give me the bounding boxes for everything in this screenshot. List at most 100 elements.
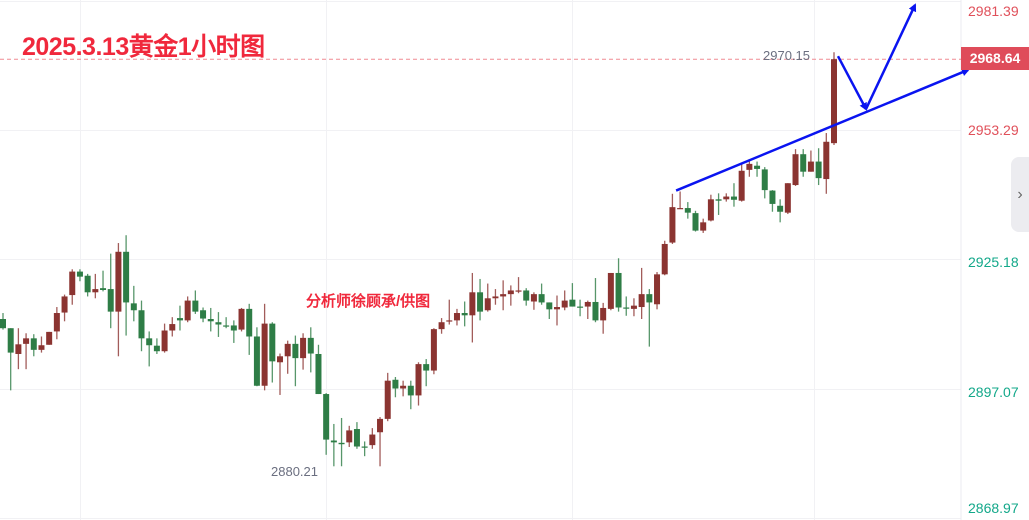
candle-body [277, 356, 283, 363]
candle-body [507, 290, 514, 295]
candle-body [461, 313, 468, 316]
candle-body [754, 165, 761, 169]
candle-body [23, 338, 30, 344]
candle-body [623, 307, 630, 309]
candle-down [569, 283, 576, 307]
candle-down [407, 380, 414, 410]
candle-down [192, 290, 199, 314]
candle-body [107, 289, 114, 312]
candle-body [138, 310, 145, 339]
candle-body [723, 196, 730, 200]
candle-body [238, 308, 245, 330]
candle-up [600, 302, 607, 334]
candle-body [307, 337, 314, 354]
candle-body [661, 243, 668, 275]
candle-body [130, 303, 137, 311]
candle-up [169, 317, 176, 337]
candle-up [484, 283, 491, 312]
candle-body [692, 213, 699, 231]
candle-body [469, 292, 476, 316]
candle-down [7, 328, 14, 391]
candle-body [253, 336, 260, 386]
candle-down [307, 327, 314, 373]
candle-up [284, 340, 291, 374]
collapse-panel-button[interactable]: › [1011, 157, 1029, 232]
candle-down [353, 422, 360, 449]
candle-body [746, 163, 753, 170]
candle-up [300, 333, 307, 370]
y-tick-label: 2868.97 [968, 500, 1019, 516]
trendline-arrow [675, 68, 970, 192]
candle-down [761, 167, 768, 199]
candle-body [76, 271, 83, 277]
candle-body [823, 141, 830, 180]
candle-up [46, 331, 53, 345]
candle-body [338, 442, 345, 445]
candle-body [384, 380, 391, 419]
candle-body [361, 446, 368, 448]
candle-up [638, 267, 645, 320]
candle-body [769, 190, 776, 204]
candle-body [38, 345, 45, 350]
candle-down [477, 278, 484, 321]
candle-up [515, 277, 522, 294]
candle-down [30, 334, 37, 357]
candle-body [184, 300, 191, 321]
candle-body [100, 288, 107, 290]
candle-up [654, 272, 661, 310]
candle-up [661, 240, 668, 276]
candle-up [607, 272, 614, 311]
candle-down [615, 258, 622, 312]
candle-up [561, 290, 568, 311]
candle-body [215, 322, 222, 325]
candle-up [438, 318, 445, 334]
candle-body [246, 308, 253, 337]
candle-down [323, 393, 330, 455]
candle-down [777, 199, 784, 223]
candle-down [623, 296, 630, 316]
candle-down [684, 202, 691, 219]
candle-body [546, 302, 553, 310]
candle-up [446, 299, 453, 325]
candle-up [23, 333, 30, 370]
candle-up [61, 294, 68, 322]
candle-up [15, 328, 22, 370]
candle-up [723, 193, 730, 202]
candle-up [823, 133, 830, 194]
candle-down [461, 301, 468, 327]
y-tick-label: 2897.07 [968, 384, 1019, 400]
candle-down [730, 183, 737, 207]
candle-up [161, 323, 168, 353]
candle-body [561, 300, 568, 308]
candle-up [453, 308, 460, 326]
candle-down [769, 190, 776, 212]
candle-body [153, 345, 160, 352]
candle-down [84, 273, 91, 297]
candle-body [438, 322, 445, 330]
candle-down [292, 335, 299, 387]
candle-down [138, 300, 145, 352]
candle-down [0, 313, 6, 330]
candle-up [784, 183, 791, 215]
candle-up [507, 285, 514, 306]
y-tick-label: 2953.29 [968, 122, 1019, 138]
candle-up [677, 191, 684, 210]
candle-body [630, 305, 637, 309]
candle-body [261, 323, 268, 386]
candle-body [715, 199, 722, 201]
candle-down [123, 235, 130, 336]
candle-body [92, 289, 99, 293]
candle-body [61, 296, 68, 313]
candle-down [130, 285, 137, 322]
candle-body [607, 272, 614, 309]
candle-body [53, 313, 60, 332]
candle-body [807, 161, 814, 172]
candle-body [600, 307, 607, 321]
candle-body [0, 319, 6, 329]
candle-up [807, 150, 814, 172]
candle-body [146, 338, 153, 346]
candle-up [669, 193, 676, 244]
candle-body [669, 207, 676, 243]
candle-down [392, 377, 399, 398]
